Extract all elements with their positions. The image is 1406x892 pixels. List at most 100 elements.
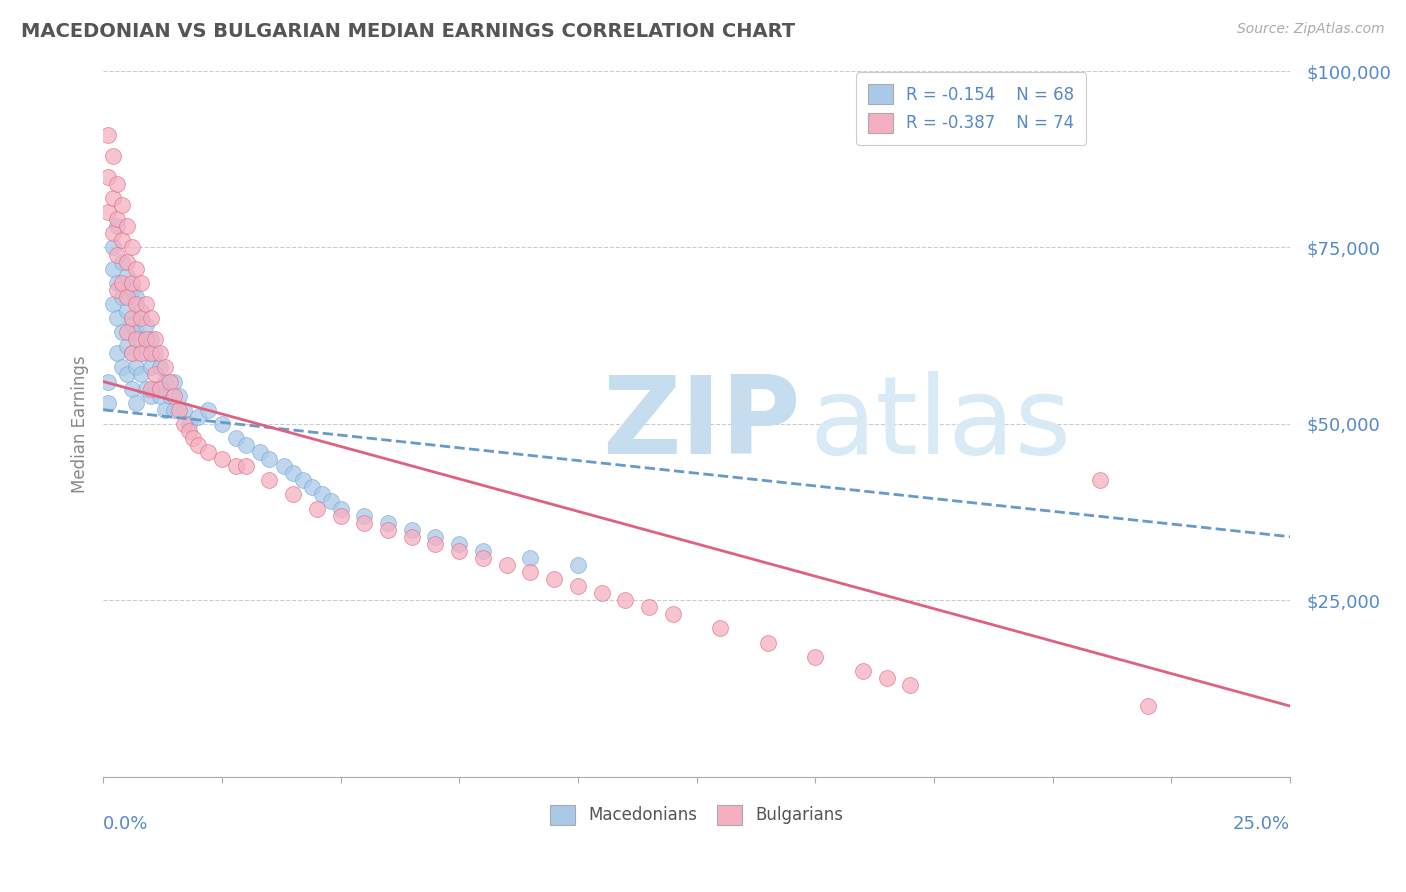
Point	[1136, 699, 1159, 714]
Point	[111, 276, 134, 290]
Point	[225, 459, 247, 474]
Point	[249, 445, 271, 459]
Point	[472, 550, 495, 565]
Point	[97, 395, 120, 409]
Point	[235, 438, 257, 452]
Point	[163, 389, 186, 403]
Point	[139, 382, 162, 396]
Point	[187, 409, 209, 424]
Point	[153, 360, 176, 375]
Point	[163, 375, 186, 389]
Point	[281, 487, 304, 501]
Point	[425, 530, 447, 544]
Point	[614, 593, 637, 607]
Point	[163, 402, 186, 417]
Point	[543, 572, 565, 586]
Point	[173, 417, 195, 431]
Point	[139, 360, 162, 375]
Point	[105, 311, 128, 326]
Point	[135, 346, 157, 360]
Point	[519, 550, 541, 565]
Point	[139, 311, 162, 326]
Point	[187, 438, 209, 452]
Point	[401, 523, 423, 537]
Point	[129, 311, 152, 326]
Point	[804, 649, 827, 664]
Point	[111, 290, 134, 304]
Point	[329, 508, 352, 523]
Point	[153, 375, 176, 389]
Point	[143, 346, 166, 360]
Point	[167, 402, 190, 417]
Point	[149, 360, 172, 375]
Point	[291, 473, 314, 487]
Text: 0.0%: 0.0%	[103, 815, 149, 833]
Point	[125, 332, 148, 346]
Point	[401, 530, 423, 544]
Point	[173, 402, 195, 417]
Point	[111, 198, 134, 212]
Point	[121, 346, 143, 360]
Point	[105, 276, 128, 290]
Point	[135, 332, 157, 346]
Point	[756, 635, 779, 649]
Point	[115, 304, 138, 318]
Point	[311, 487, 333, 501]
Point	[183, 431, 205, 445]
Point	[449, 537, 471, 551]
Point	[377, 523, 399, 537]
Point	[852, 664, 875, 678]
Text: 25.0%: 25.0%	[1233, 815, 1291, 833]
Point	[159, 389, 181, 403]
Point	[125, 290, 148, 304]
Point	[121, 382, 143, 396]
Point	[121, 276, 143, 290]
Point	[111, 254, 134, 268]
Point	[101, 227, 124, 241]
Point	[139, 332, 162, 346]
Point	[115, 325, 138, 339]
Point	[105, 346, 128, 360]
Point	[129, 276, 152, 290]
Point	[115, 219, 138, 234]
Point	[211, 417, 233, 431]
Point	[149, 389, 172, 403]
Point	[101, 261, 124, 276]
Point	[121, 346, 143, 360]
Point	[135, 318, 157, 332]
Point	[495, 558, 517, 572]
Point	[139, 346, 162, 360]
Point	[135, 382, 157, 396]
Point	[129, 332, 152, 346]
Point	[898, 678, 921, 692]
Legend: Macedonians, Bulgarians: Macedonians, Bulgarians	[543, 798, 851, 832]
Point	[143, 332, 166, 346]
Text: MACEDONIAN VS BULGARIAN MEDIAN EARNINGS CORRELATION CHART: MACEDONIAN VS BULGARIAN MEDIAN EARNINGS …	[21, 22, 796, 41]
Point	[105, 247, 128, 261]
Point	[105, 212, 128, 227]
Point	[153, 402, 176, 417]
Point	[97, 169, 120, 184]
Point	[638, 600, 661, 615]
Point	[97, 375, 120, 389]
Point	[121, 311, 143, 326]
Point	[472, 544, 495, 558]
Point	[125, 360, 148, 375]
Text: atlas: atlas	[810, 371, 1071, 477]
Point	[105, 283, 128, 297]
Point	[167, 389, 190, 403]
Point	[115, 339, 138, 353]
Point	[197, 445, 219, 459]
Point	[177, 424, 200, 438]
Point	[149, 382, 172, 396]
Point	[259, 473, 281, 487]
Point	[97, 205, 120, 219]
Point	[111, 234, 134, 248]
Point	[129, 346, 152, 360]
Point	[197, 402, 219, 417]
Point	[567, 579, 589, 593]
Point	[519, 565, 541, 579]
Point	[709, 622, 731, 636]
Point	[115, 290, 138, 304]
Point	[101, 191, 124, 205]
